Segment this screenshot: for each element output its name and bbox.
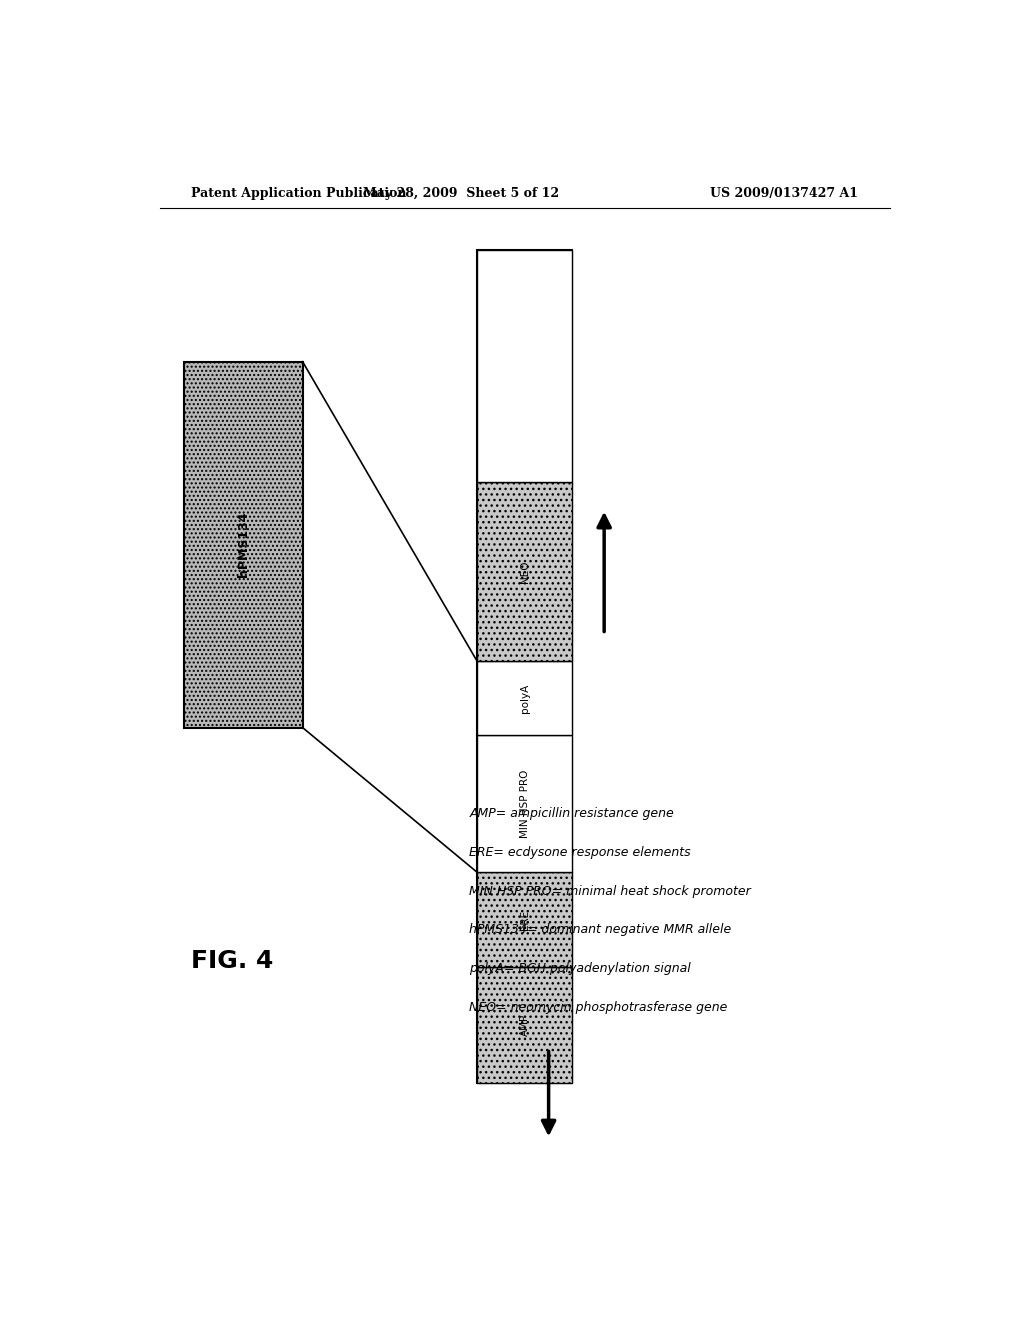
- Text: FIG. 4: FIG. 4: [191, 949, 273, 973]
- Bar: [477, 482, 572, 661]
- Bar: [477, 873, 572, 968]
- Text: MIN HSP PRO= minimal heat shock promoter: MIN HSP PRO= minimal heat shock promoter: [469, 884, 751, 898]
- Bar: [477, 968, 572, 1084]
- Text: Patent Application Publication: Patent Application Publication: [191, 187, 407, 201]
- Text: polyA= BGH polyadenylation signal: polyA= BGH polyadenylation signal: [469, 962, 691, 975]
- Text: ERE= ecdysone response elements: ERE= ecdysone response elements: [469, 846, 691, 859]
- Text: NEO: NEO: [520, 561, 529, 583]
- Text: MIN HSP PRO: MIN HSP PRO: [520, 770, 529, 838]
- Text: May 28, 2009  Sheet 5 of 12: May 28, 2009 Sheet 5 of 12: [364, 187, 559, 201]
- Text: NEO= neomycin phosphotrasferase gene: NEO= neomycin phosphotrasferase gene: [469, 1001, 728, 1014]
- Bar: [183, 362, 303, 727]
- Text: hPMS134: hPMS134: [237, 512, 250, 577]
- Bar: [477, 735, 572, 873]
- Bar: [477, 661, 572, 735]
- Text: AMP= ampicillin resistance gene: AMP= ampicillin resistance gene: [469, 808, 674, 821]
- Bar: [477, 249, 572, 482]
- Text: hPMS134= dominant negative MMR allele: hPMS134= dominant negative MMR allele: [469, 924, 731, 936]
- Bar: [477, 249, 572, 1084]
- Text: AMP: AMP: [520, 1014, 529, 1036]
- Text: US 2009/0137427 A1: US 2009/0137427 A1: [710, 187, 858, 201]
- Text: ERE: ERE: [520, 909, 529, 929]
- Text: polyA: polyA: [520, 684, 529, 713]
